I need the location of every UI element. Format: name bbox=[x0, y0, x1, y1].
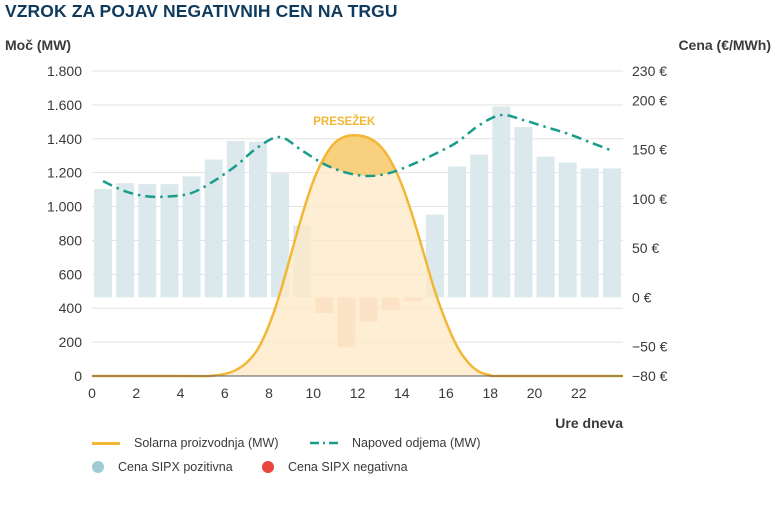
price-bar-positive bbox=[602, 168, 621, 298]
right-tick-label: 0 € bbox=[632, 289, 652, 305]
left-tick-label: 800 bbox=[59, 232, 83, 248]
chart-title: VZROK ZA POJAV NEGATIVNIH CEN NA TRGU bbox=[5, 1, 398, 21]
x-tick-label: 0 bbox=[88, 385, 96, 401]
right-tick-label: 150 € bbox=[632, 142, 667, 158]
surplus-annotation: PRESEŽEK bbox=[313, 115, 376, 128]
left-tick-label: 1.600 bbox=[47, 97, 82, 113]
price-bar-positive bbox=[492, 106, 511, 298]
legend-solar-label: Solarna proizvodnja (MW) bbox=[134, 436, 279, 450]
x-tick-label: 10 bbox=[305, 385, 321, 401]
x-tick-label: 2 bbox=[132, 385, 140, 401]
x-tick-label: 8 bbox=[265, 385, 273, 401]
price-bar-positive bbox=[160, 184, 179, 298]
legend-demand-label: Napoved odjema (MW) bbox=[352, 436, 481, 450]
solar-line bbox=[92, 133, 624, 378]
legend-price-positive-label: Cena SIPX pozitivna bbox=[118, 460, 233, 474]
right-tick-label: 50 € bbox=[632, 240, 659, 256]
x-tick-label: 4 bbox=[177, 385, 185, 401]
price-bar-positive bbox=[248, 141, 267, 298]
left-tick-label: 0 bbox=[74, 368, 82, 384]
legend-price-negative-label: Cena SIPX negativna bbox=[288, 460, 408, 474]
price-bar-positive bbox=[226, 140, 245, 298]
legend-price-positive: Cena SIPX pozitivna bbox=[92, 460, 233, 474]
x-axis-title: Ure dneva bbox=[555, 415, 623, 431]
x-tick-label: 18 bbox=[482, 385, 498, 401]
right-tick-label: 230 € bbox=[632, 63, 667, 79]
x-tick-label: 16 bbox=[438, 385, 454, 401]
left-tick-label: 200 bbox=[59, 334, 83, 350]
right-tick-label: 100 € bbox=[632, 191, 667, 207]
legend-demand-swatch bbox=[310, 441, 340, 445]
price-bar-positive bbox=[204, 159, 223, 298]
price-bar-positive bbox=[116, 183, 135, 298]
legend-price-negative: Cena SIPX negativna bbox=[262, 460, 408, 474]
left-tick-label: 1.200 bbox=[47, 165, 82, 181]
left-tick-label: 400 bbox=[59, 300, 83, 316]
left-axis-title: Moč (MW) bbox=[5, 37, 72, 53]
x-tick-label: 20 bbox=[527, 385, 543, 401]
left-tick-label: 1.400 bbox=[47, 131, 82, 147]
x-tick-label: 14 bbox=[394, 385, 410, 401]
price-bar-positive bbox=[514, 127, 533, 298]
right-tick-label: −80 € bbox=[632, 368, 668, 384]
price-bar-positive bbox=[536, 156, 555, 298]
left-tick-label: 1.000 bbox=[47, 199, 82, 215]
x-tick-label: 12 bbox=[350, 385, 366, 401]
legend-price-negative-swatch bbox=[262, 461, 274, 473]
right-tick-label: −50 € bbox=[632, 338, 668, 354]
right-axis-title: Cena (€/MWh) bbox=[678, 37, 771, 53]
left-tick-label: 1.800 bbox=[47, 63, 82, 79]
legend-price-positive-swatch bbox=[92, 461, 104, 473]
left-tick-label: 600 bbox=[59, 266, 83, 282]
price-bar-positive bbox=[182, 176, 201, 298]
right-tick-label: 200 € bbox=[632, 93, 667, 109]
price-bar-positive bbox=[558, 162, 577, 298]
price-bar-positive bbox=[448, 166, 467, 298]
x-tick-label: 6 bbox=[221, 385, 229, 401]
price-bar-positive bbox=[470, 154, 489, 298]
legend-solar: Solarna proizvodnja (MW) bbox=[92, 436, 279, 450]
price-bar-positive bbox=[271, 173, 290, 298]
price-bar-positive bbox=[138, 184, 157, 298]
price-bar-positive bbox=[94, 189, 113, 298]
legend-demand: Napoved odjema (MW) bbox=[310, 436, 481, 450]
x-tick-label: 22 bbox=[571, 385, 587, 401]
solar-area bbox=[92, 135, 623, 377]
price-bar-positive bbox=[580, 168, 599, 298]
legend-solar-swatch bbox=[92, 441, 120, 445]
